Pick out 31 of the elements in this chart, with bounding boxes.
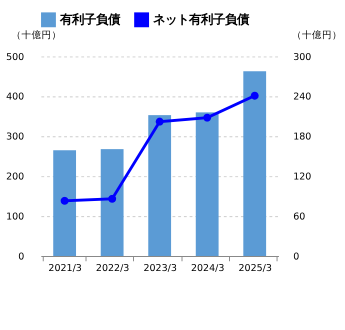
legend-label: ネット有利子負債 [153, 12, 250, 27]
bar [53, 150, 76, 256]
point [108, 194, 116, 203]
y2-tick-label: 180 [293, 132, 312, 143]
point [156, 118, 164, 126]
y2-tick-label: 120 [293, 172, 312, 183]
bar [100, 149, 124, 256]
x-tick-label: 2024/3 [190, 262, 224, 274]
point [203, 114, 212, 122]
point [250, 92, 259, 100]
legend-label: 有利子負債 [58, 12, 120, 27]
bar [196, 112, 219, 256]
y-tick-label: 500 [6, 52, 24, 63]
y-tick-label: 400 [6, 92, 24, 103]
x-tick-label: 2023/3 [143, 262, 177, 274]
y2-tick-label: 0 [293, 251, 300, 262]
point [60, 196, 69, 205]
bar [243, 71, 266, 256]
y2-tick-label: 300 [293, 52, 312, 63]
y2-tick-label: 60 [293, 211, 306, 222]
y2-axis-title: （十億円） [292, 28, 342, 41]
y-tick-label: 100 [6, 211, 24, 222]
y-axis-title: （十億円） [12, 28, 62, 41]
x-tick-label: 2025/3 [238, 262, 272, 274]
x-tick-label: 2021/3 [48, 262, 82, 274]
y-tick-label: 300 [6, 132, 24, 143]
y-tick-label: 200 [6, 172, 24, 183]
bar [148, 115, 172, 256]
y2-tick-label: 240 [293, 92, 312, 103]
x-tick-label: 2022/3 [96, 262, 130, 274]
y-tick-label: 0 [18, 251, 24, 262]
